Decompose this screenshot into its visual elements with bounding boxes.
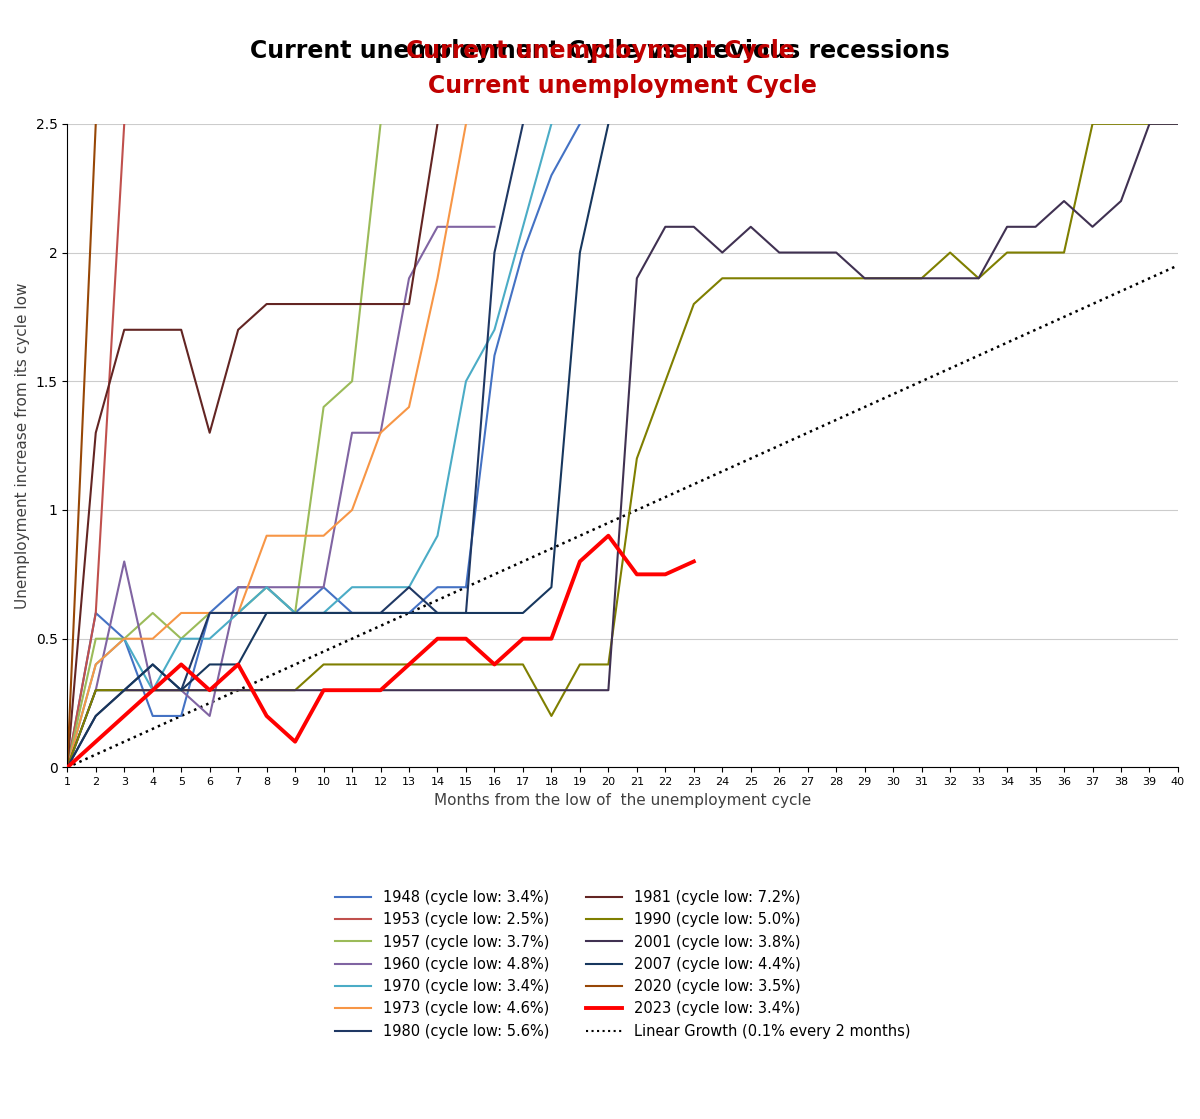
Y-axis label: Unemployment increase from its cycle low: Unemployment increase from its cycle low bbox=[16, 282, 30, 609]
X-axis label: Months from the low of  the unemployment cycle: Months from the low of the unemployment … bbox=[434, 792, 811, 808]
Text: Current unemployment Cycle: Current unemployment Cycle bbox=[406, 39, 794, 63]
Text: Current unemployment Cycle: Current unemployment Cycle bbox=[428, 74, 817, 98]
Legend: 1948 (cycle low: 3.4%), 1953 (cycle low: 2.5%), 1957 (cycle low: 3.7%), 1960 (cy: 1948 (cycle low: 3.4%), 1953 (cycle low:… bbox=[329, 884, 917, 1044]
Text: Current unemployment Cycle vs previous recessions: Current unemployment Cycle vs previous r… bbox=[250, 39, 950, 63]
